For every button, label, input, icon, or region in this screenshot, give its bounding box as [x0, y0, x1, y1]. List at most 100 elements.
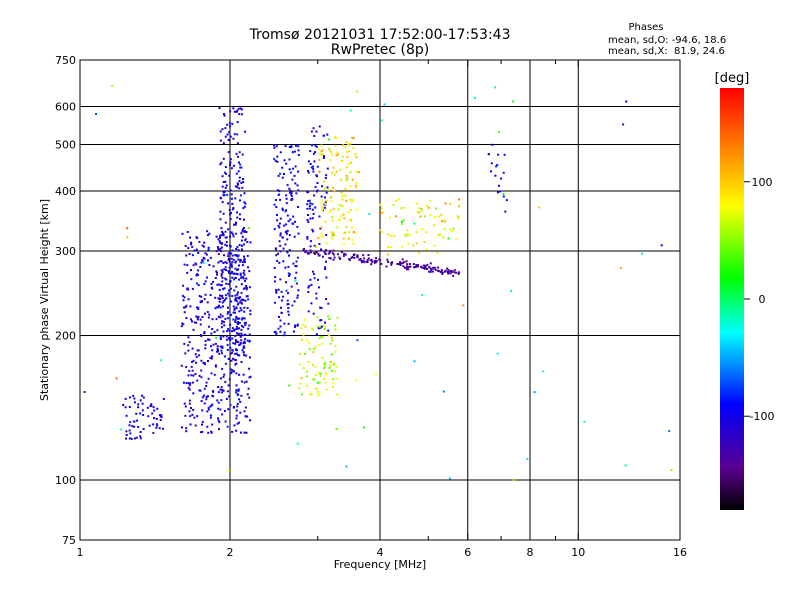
- data-point: [429, 262, 432, 265]
- data-point: [273, 228, 276, 231]
- data-point: [279, 198, 282, 201]
- chart-subtitle: RwPretec (8p): [331, 42, 429, 58]
- data-point: [349, 109, 352, 112]
- data-point: [420, 210, 423, 212]
- data-point: [444, 270, 446, 273]
- data-point: [641, 252, 644, 255]
- data-point: [326, 186, 329, 189]
- data-point: [242, 228, 245, 231]
- stats-line-o: mean, sd,O: -94.6, 18.6: [608, 35, 726, 46]
- data-point: [234, 335, 237, 338]
- data-point: [152, 423, 155, 426]
- data-point: [329, 361, 332, 363]
- data-point: [356, 256, 359, 259]
- data-point: [458, 271, 461, 274]
- data-point: [235, 417, 238, 420]
- data-point: [421, 228, 424, 230]
- data-point: [219, 336, 222, 339]
- data-point: [222, 335, 225, 338]
- data-point: [288, 273, 291, 276]
- data-point: [209, 405, 212, 408]
- data-point: [292, 167, 294, 170]
- data-point: [246, 415, 249, 418]
- data-point: [320, 195, 323, 198]
- data-point: [309, 240, 312, 243]
- data-point: [221, 315, 224, 318]
- data-point: [294, 165, 297, 168]
- data-point: [198, 389, 201, 392]
- data-point: [289, 218, 292, 221]
- data-point: [224, 127, 227, 130]
- data-point: [244, 341, 246, 344]
- data-point: [318, 215, 321, 218]
- data-point: [309, 278, 312, 281]
- data-point: [238, 176, 241, 179]
- data-point: [230, 351, 233, 354]
- data-point: [224, 166, 227, 168]
- data-point: [362, 254, 365, 257]
- data-point: [498, 131, 500, 134]
- data-point: [198, 295, 201, 297]
- data-point: [388, 216, 391, 219]
- data-point: [237, 332, 240, 335]
- data-point: [244, 321, 247, 324]
- data-point: [311, 208, 314, 211]
- data-point: [152, 406, 155, 409]
- data-point: [296, 442, 299, 445]
- data-point: [129, 421, 132, 424]
- data-point: [287, 307, 290, 309]
- data-point: [375, 373, 378, 376]
- data-point: [185, 317, 188, 320]
- data-point: [279, 172, 282, 175]
- data-point: [187, 349, 190, 352]
- data-point: [187, 247, 190, 250]
- data-point: [243, 310, 246, 313]
- data-point: [387, 253, 390, 256]
- data-point: [451, 270, 454, 273]
- data-point: [302, 249, 305, 252]
- data-point: [496, 164, 499, 167]
- data-point: [373, 260, 376, 263]
- data-point: [276, 259, 279, 262]
- data-point: [226, 343, 229, 346]
- data-point: [434, 268, 437, 271]
- data-point: [186, 288, 189, 290]
- data-point: [428, 266, 431, 269]
- data-point: [83, 391, 86, 393]
- data-point: [336, 253, 339, 256]
- data-point: [239, 300, 242, 303]
- data-point: [320, 232, 323, 235]
- data-point: [341, 205, 344, 208]
- data-point: [228, 252, 231, 254]
- data-point: [217, 297, 220, 300]
- data-point: [235, 384, 238, 387]
- data-point: [243, 410, 246, 413]
- data-point: [245, 295, 248, 298]
- data-point: [346, 166, 349, 169]
- data-point: [385, 265, 388, 268]
- data-point: [321, 357, 324, 360]
- data-point: [241, 276, 244, 279]
- data-point: [124, 397, 127, 400]
- data-point: [344, 188, 347, 190]
- data-point: [215, 306, 218, 309]
- data-point: [444, 202, 447, 205]
- data-point: [232, 311, 235, 314]
- data-point: [220, 242, 223, 245]
- data-point: [289, 191, 292, 194]
- data-point: [244, 338, 247, 341]
- data-point: [219, 247, 222, 250]
- data-point: [211, 318, 214, 321]
- data-point: [387, 233, 390, 236]
- data-point: [355, 170, 358, 173]
- data-point: [181, 294, 184, 297]
- data-point: [323, 180, 326, 183]
- data-point: [370, 263, 373, 266]
- data-point: [139, 399, 142, 402]
- data-point: [273, 146, 276, 149]
- data-point: [155, 426, 158, 429]
- data-point: [227, 202, 229, 205]
- data-point: [207, 234, 209, 237]
- data-point: [313, 194, 316, 197]
- data-point: [223, 268, 226, 271]
